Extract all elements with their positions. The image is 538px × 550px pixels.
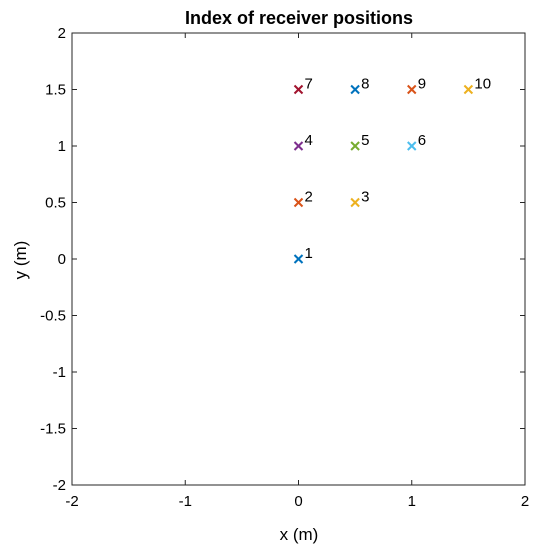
y-tick-label: 0.5 [45,195,66,212]
y-tick-label: -1.5 [40,421,66,438]
y-tick-label: 1 [58,138,66,155]
x-marker-stroke [293,254,304,264]
point-label: 7 [305,76,313,93]
data-point: 7 [293,76,313,95]
point-label: 5 [361,132,369,149]
x-marker-stroke [350,84,360,95]
data-point: 1 [293,245,313,264]
data-point: 8 [350,76,369,95]
x-marker-stroke [293,141,304,151]
y-axis: -2 -1.5 -1 -0.5 0 0.5 1 1.5 2 [40,25,525,494]
data-point: 2 [293,189,313,208]
point-label: 4 [305,132,313,149]
point-label: 10 [474,76,491,93]
point-label: 1 [305,245,313,262]
x-marker-stroke [350,141,360,151]
y-tick-label: -0.5 [40,308,66,325]
data-point: 6 [407,132,426,151]
y-tick-label: 0 [58,251,66,268]
x-marker-stroke [293,84,304,95]
data-point: 3 [350,189,369,208]
point-label: 9 [418,76,426,93]
x-marker-stroke [350,197,360,208]
data-point: 4 [293,132,313,151]
x-tick-label: -2 [65,493,78,510]
data-point: 9 [407,76,426,95]
point-label: 6 [418,132,426,149]
x-tick-label: 2 [521,493,529,510]
x-tick-label: 1 [408,493,416,510]
y-tick-label: 2 [58,25,66,42]
y-tick-label: -1 [53,364,66,381]
y-tick-label: 1.5 [45,82,66,99]
point-label: 3 [361,189,369,206]
x-axis: -2 -1 0 1 2 [65,33,529,510]
x-marker-stroke [293,197,304,208]
x-marker-stroke [407,141,417,151]
point-label: 2 [305,189,313,206]
x-tick-label: -1 [179,493,192,510]
data-point: 10 [463,76,491,95]
y-axis-label: y (m) [11,241,30,280]
x-tick-label: 0 [294,493,302,510]
x-marker-stroke [407,84,417,95]
y-tick-label: -2 [53,477,66,494]
point-label: 8 [361,76,369,93]
chart-title: Index of receiver positions [185,8,413,28]
x-axis-label: x (m) [280,525,319,544]
data-series: 1 2 3 4 5 6 7 8 9 10 [293,76,491,264]
data-point: 5 [350,132,369,151]
x-marker-stroke [463,84,474,95]
